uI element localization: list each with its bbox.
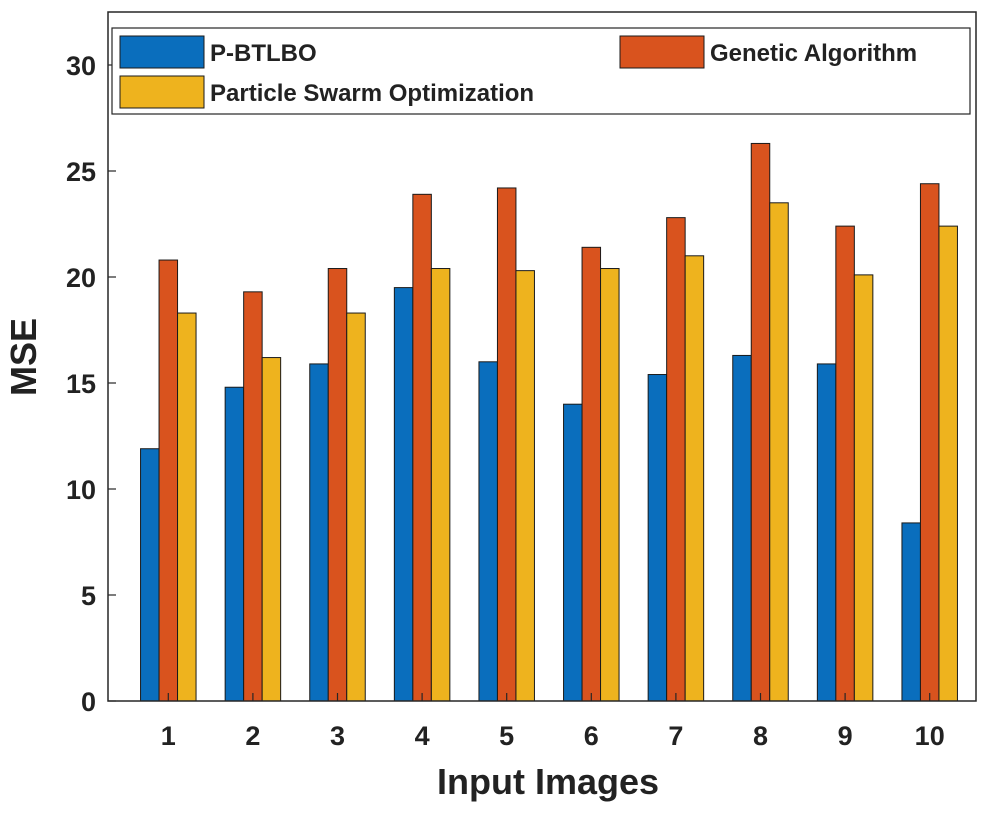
y-tick-label: 15 — [66, 369, 96, 399]
bar-particle-swarm-optimization-image-5 — [515, 270, 535, 702]
bar-p-btlbo-image-1 — [140, 448, 160, 702]
legend-box — [111, 27, 971, 115]
bar-particle-swarm-optimization-image-9 — [853, 274, 874, 702]
x-tick-label: 4 — [415, 721, 430, 751]
bar-genetic-algorithm-image-3 — [327, 268, 348, 702]
bar-genetic-algorithm-image-2 — [243, 291, 263, 702]
y-tick-label: 25 — [66, 157, 96, 187]
bar-particle-swarm-optimization-image-8 — [769, 202, 789, 702]
bar-p-btlbo-image-5 — [478, 361, 498, 702]
plot-frame — [107, 11, 977, 702]
legend-label-p-btlbo: P-BTLBO — [210, 40, 317, 67]
bar-p-btlbo-image-2 — [224, 386, 245, 702]
bar-genetic-algorithm-image-7 — [666, 217, 686, 702]
x-tick-label: 9 — [838, 721, 853, 751]
bar-particle-swarm-optimization-image-1 — [177, 312, 197, 702]
x-axis-label: Input Images — [437, 761, 659, 802]
y-tick-label: 20 — [66, 263, 96, 293]
legend-swatch-p-btlbo — [119, 35, 205, 69]
x-tick-label: 6 — [584, 721, 599, 751]
bar-p-btlbo-image-7 — [647, 374, 668, 702]
bar-genetic-algorithm-image-6 — [581, 246, 602, 702]
x-tick-label: 1 — [161, 721, 176, 751]
x-tick-label: 8 — [753, 721, 768, 751]
bar-genetic-algorithm-image-5 — [496, 187, 517, 702]
bar-p-btlbo-image-3 — [309, 363, 329, 702]
bar-p-btlbo-image-8 — [732, 354, 752, 702]
legend: P-BTLBO Genetic Algorithm Particle Swarm… — [111, 27, 971, 115]
bar-genetic-algorithm-image-9 — [835, 225, 855, 702]
bar-genetic-algorithm-image-8 — [750, 142, 771, 702]
bar-particle-swarm-optimization-image-2 — [261, 357, 282, 702]
bar-p-btlbo-image-6 — [563, 403, 583, 702]
bars-group — [140, 142, 958, 702]
bar-genetic-algorithm-image-1 — [158, 259, 179, 702]
x-tick-label: 5 — [499, 721, 514, 751]
y-tick-label: 10 — [66, 475, 96, 505]
x-tick-label: 2 — [245, 721, 260, 751]
legend-swatch-particle-swarm-optimization — [119, 75, 205, 109]
y-tick-label: 0 — [81, 687, 96, 717]
x-ticks-group: 1 2 3 4 5 6 7 8 9 10 — [161, 693, 945, 751]
bar-particle-swarm-optimization-image-6 — [600, 268, 620, 702]
x-tick-label: 3 — [330, 721, 345, 751]
x-tick-label: 7 — [668, 721, 683, 751]
bar-p-btlbo-image-4 — [393, 287, 414, 702]
bar-p-btlbo-image-10 — [901, 522, 921, 702]
bar-particle-swarm-optimization-image-4 — [430, 268, 451, 702]
bar-genetic-algorithm-image-4 — [412, 193, 432, 702]
bar-p-btlbo-image-9 — [816, 363, 837, 702]
bar-particle-swarm-optimization-image-3 — [346, 312, 366, 702]
bar-particle-swarm-optimization-image-7 — [684, 255, 705, 702]
y-axis-label: MSE — [3, 318, 44, 396]
legend-label-particle-swarm-optimization: Particle Swarm Optimization — [210, 80, 534, 107]
y-ticks-group: 0 5 10 15 20 25 30 — [66, 51, 116, 717]
y-tick-label: 5 — [81, 581, 96, 611]
bar-particle-swarm-optimization-image-10 — [938, 225, 958, 702]
y-tick-label: 30 — [66, 51, 96, 81]
legend-swatch-genetic-algorithm — [619, 35, 705, 69]
bar-genetic-algorithm-image-10 — [919, 183, 940, 702]
x-tick-label: 10 — [915, 721, 945, 751]
legend-label-genetic-algorithm: Genetic Algorithm — [710, 40, 917, 67]
